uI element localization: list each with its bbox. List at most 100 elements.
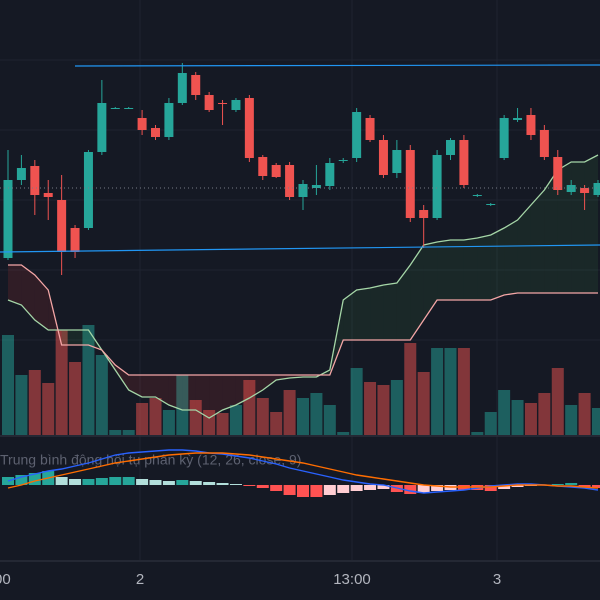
candle-body <box>338 160 348 161</box>
candle-body <box>392 150 402 173</box>
trend-line[interactable] <box>74 64 600 67</box>
macd-histogram-bar <box>69 479 82 485</box>
cloud-fill <box>222 375 236 410</box>
cloud-fill <box>383 283 397 340</box>
cloud-fill <box>75 330 89 345</box>
candle-body <box>204 95 214 110</box>
volume-bar <box>229 405 242 435</box>
macd-histogram-bar <box>484 485 497 491</box>
volume-bar <box>431 348 444 435</box>
cloud-fill <box>343 290 357 340</box>
cloud-fill <box>34 275 49 330</box>
volume-bar <box>404 343 417 435</box>
cloud-fill <box>276 375 290 380</box>
candle-body <box>258 157 268 176</box>
volume-bar <box>256 398 269 435</box>
candle-body <box>231 100 241 110</box>
cloud-fill <box>21 265 35 320</box>
macd-histogram-bar <box>578 485 591 487</box>
candle-body <box>16 168 26 180</box>
candle-body <box>593 183 600 195</box>
volume-bar <box>28 370 41 435</box>
cloud-fill <box>571 162 585 293</box>
volume-bar <box>417 372 430 435</box>
candle-body <box>298 184 308 197</box>
volume-bar <box>162 410 175 435</box>
volume-bar <box>69 362 82 435</box>
cloud-fill <box>584 155 598 293</box>
cloud-fill <box>530 190 545 293</box>
macd-histogram-bar <box>364 485 377 490</box>
volume-bar <box>565 405 578 435</box>
candle-body <box>3 180 13 258</box>
macd-histogram-bar <box>377 485 390 489</box>
cloud-fill <box>155 375 169 405</box>
macd-histogram-bar <box>189 481 202 485</box>
macd-histogram-bar <box>551 484 564 485</box>
volume-bar <box>297 398 309 435</box>
cloud-fill <box>168 375 183 410</box>
candle-body <box>472 195 482 196</box>
volume-bar <box>122 430 135 435</box>
macd-histogram-bar <box>350 485 363 491</box>
candle-body <box>580 188 590 193</box>
cloud-fill <box>504 220 518 295</box>
candle-body <box>124 108 134 109</box>
candle-body <box>365 118 375 140</box>
volume-bar <box>216 413 229 435</box>
volume-bar <box>189 400 202 435</box>
cloud-fill <box>370 285 384 340</box>
cloud-fill <box>182 375 196 410</box>
macd-histogram-bar <box>297 485 309 497</box>
macd-histogram-bar <box>310 485 323 497</box>
x-axis: 00 2 13:00 3 <box>0 571 501 588</box>
macd-layer <box>2 449 600 497</box>
macd-histogram-bar <box>82 479 95 485</box>
macd-histogram-bar <box>122 477 135 485</box>
cloud-fill <box>115 365 129 390</box>
volume-bar <box>498 390 511 435</box>
volume-bar <box>243 380 256 435</box>
candle-body <box>486 204 496 205</box>
volume-bar <box>95 355 108 435</box>
cloud-fill <box>463 238 478 300</box>
candle-body <box>526 115 536 135</box>
volume-bar <box>323 405 336 435</box>
macd-histogram-bar <box>55 477 68 485</box>
cloud-fill <box>249 375 263 398</box>
candle-body <box>137 118 147 130</box>
macd-histogram-bar <box>417 485 430 493</box>
volume-layer <box>2 325 600 435</box>
cloud-fill <box>235 375 250 405</box>
candle-body <box>285 165 295 197</box>
volume-bar <box>377 385 390 435</box>
candle-body <box>57 200 67 252</box>
volume-bar <box>82 325 95 435</box>
candle-body <box>311 185 321 188</box>
volume-bar <box>350 368 363 435</box>
x-tick-label: 13:00 <box>333 571 371 588</box>
candle-body <box>97 103 107 152</box>
volume-bar <box>270 412 283 435</box>
cloud-fill <box>356 288 371 340</box>
volume-bar <box>471 432 484 435</box>
macd-histogram-bar <box>592 485 600 488</box>
trend-line[interactable] <box>0 244 600 253</box>
macd-histogram-bar <box>270 485 283 491</box>
candle-body <box>110 108 120 109</box>
candle-body <box>405 150 415 218</box>
volume-bar <box>578 393 591 435</box>
candle-body <box>164 103 174 137</box>
macd-histogram-bar <box>162 481 175 485</box>
volume-bar <box>444 348 457 435</box>
candle-body <box>30 166 40 195</box>
volume-bar <box>390 380 403 435</box>
macd-histogram-bar <box>109 477 122 485</box>
volume-bar <box>511 400 524 435</box>
candle-body <box>191 75 201 95</box>
volume-bar <box>2 335 14 435</box>
cloud-fill <box>396 265 411 340</box>
cloud-fill <box>423 242 438 320</box>
macd-line <box>7 449 599 494</box>
